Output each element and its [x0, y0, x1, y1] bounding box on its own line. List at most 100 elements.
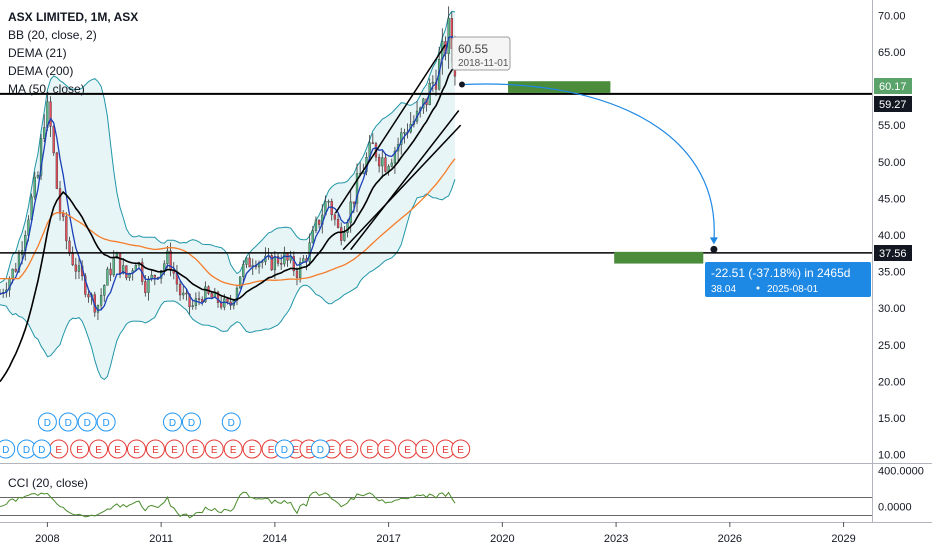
time-axis[interactable]: 2008 2011 2014 2017 2020 2023 2026 2029	[35, 522, 856, 545]
dividend-marker-letter: D	[65, 418, 72, 429]
candle-body	[147, 278, 150, 293]
trend-line-middle[interactable]	[350, 110, 460, 251]
candle-body	[122, 265, 125, 274]
earnings-marker-letter: E	[211, 445, 218, 456]
cci-pane	[0, 491, 872, 519]
time-axis-tick: 2011	[149, 533, 173, 545]
projection-end-point[interactable]	[710, 245, 718, 253]
earnings-marker-circle	[415, 439, 435, 459]
candle-body	[188, 293, 191, 307]
dema21-line	[0, 35, 456, 311]
price-tag-level1: 59.27	[879, 99, 907, 111]
candle-body	[292, 256, 295, 272]
candle-body	[43, 127, 46, 139]
dividend-marker-circle	[37, 412, 57, 432]
candle-body	[185, 292, 188, 295]
earnings-marker-circle	[185, 439, 205, 459]
candle-body	[178, 283, 182, 296]
dividend-marker-circle	[0, 439, 16, 459]
price-axis-tick: 65.00	[878, 47, 906, 59]
candle-body	[128, 273, 131, 279]
earnings-marker-letter: E	[95, 445, 102, 456]
candle-body	[333, 214, 337, 220]
price-axis-tick: 25.00	[878, 340, 906, 352]
candle-body	[71, 253, 74, 266]
earnings-marker-letter: E	[55, 445, 62, 456]
event-markers[interactable]: E E E E E E E E E E E E E E E E E E E E E ED D D D DD D D D D D D	[0, 412, 471, 459]
candle-body	[14, 268, 17, 272]
candle-body	[118, 252, 122, 274]
candle-body	[103, 285, 106, 296]
earnings-marker-letter: E	[133, 445, 140, 456]
time-axis-tick: 2017	[376, 533, 400, 545]
price-axis-tick: 20.00	[878, 376, 906, 388]
time-axis-tick: 2014	[263, 533, 287, 545]
candle-body	[377, 156, 381, 167]
target-zone-upper[interactable]	[508, 81, 611, 93]
candle-body	[314, 219, 318, 231]
candle-body	[191, 305, 194, 307]
candle-body	[210, 293, 213, 298]
earnings-marker-circle	[126, 439, 146, 459]
price-axis-tick: 15.00	[878, 413, 906, 425]
price-axis[interactable]: 10.00 15.00 20.00 25.00 30.00 35.00 40.00 45.00…	[878, 10, 924, 513]
earnings-marker-letter: E	[421, 445, 428, 456]
candle-body	[384, 157, 387, 172]
earnings-marker-letter: E	[306, 445, 313, 456]
candle-body	[346, 222, 349, 233]
time-axis-tick: 2029	[831, 533, 855, 545]
legend-bb: BB (20, close, 2)	[8, 28, 97, 42]
projection-arrow[interactable]	[463, 83, 715, 242]
candle-body	[194, 298, 198, 306]
bollinger-bands	[0, 10, 456, 381]
cci-axis-tick: 0.0000	[878, 502, 912, 514]
projection-label-box[interactable]	[705, 262, 871, 297]
projection-label[interactable]: -22.51 (-37.18%) in 2465d 38.04 2025-08-…	[705, 262, 871, 297]
legend-ma50: MA (50, close)	[8, 82, 85, 96]
candle-body	[106, 268, 109, 286]
projection-start-point[interactable]	[458, 81, 465, 88]
target-zone-lower[interactable]	[614, 251, 704, 264]
candle-body	[371, 142, 374, 144]
candle-body	[238, 276, 242, 289]
candle-body	[317, 219, 321, 225]
candle-body	[235, 287, 239, 301]
candle-body	[226, 298, 229, 303]
candle-body	[144, 281, 147, 293]
dividend-marker-letter: D	[317, 445, 324, 456]
candle-body	[390, 162, 393, 167]
earnings-marker-letter: E	[171, 445, 178, 456]
chart-legend: ASX LIMITED, 1M, ASX BB (20, close, 2) D…	[8, 10, 138, 96]
candle-body	[197, 298, 201, 300]
earnings-marker-letter: E	[230, 445, 237, 456]
candle-body	[393, 150, 397, 164]
drawings[interactable]	[0, 44, 872, 264]
candle-body	[55, 152, 59, 189]
earnings-marker-letter: E	[249, 445, 256, 456]
legend-dema200: DEMA (200)	[8, 64, 73, 78]
candle-body	[39, 138, 43, 176]
dividend-marker-letter: D	[38, 445, 45, 456]
earnings-marker-letter: E	[366, 445, 373, 456]
candle-body	[242, 264, 245, 277]
earnings-marker-letter: E	[328, 445, 335, 456]
trend-line-upper[interactable]	[334, 44, 447, 214]
bb-fill	[0, 11, 455, 380]
price-tag-level1-bg	[874, 96, 912, 112]
dividend-marker-letter: D	[281, 445, 288, 456]
candle-body	[330, 201, 333, 216]
earnings-marker-letter: E	[345, 445, 352, 456]
candle-body	[220, 302, 223, 308]
cci-axis-tick: 400.0000	[878, 466, 924, 478]
candle-body	[182, 292, 185, 296]
price-axis-tick: 70.00	[878, 10, 906, 22]
candle-body	[112, 258, 115, 276]
candle-body	[163, 263, 166, 271]
candle-body	[283, 253, 286, 265]
earnings-marker-circle	[204, 439, 224, 459]
trend-line-lower[interactable]	[342, 124, 462, 251]
earnings-marker-circle	[108, 439, 128, 459]
dividend-marker-letter: D	[103, 418, 110, 429]
price-axis-tick: 50.00	[878, 157, 906, 169]
